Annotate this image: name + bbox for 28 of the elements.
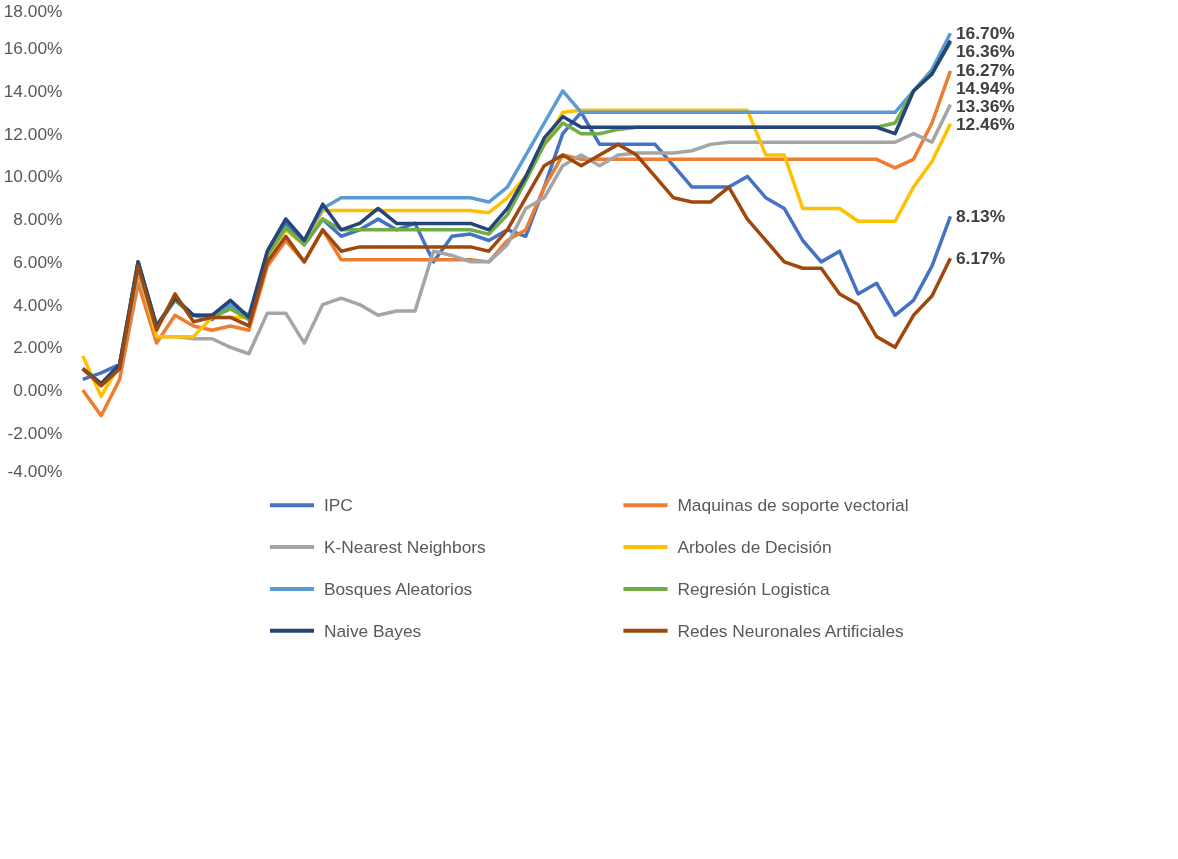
legend-label: Arboles de Decisión: [677, 537, 832, 558]
y-tick-label: 8.00%: [13, 209, 63, 230]
y-tick-label: 14.00%: [3, 80, 63, 101]
data-label: 16.36%: [955, 41, 1015, 62]
y-tick-label: -4.00%: [7, 460, 63, 481]
y-tick-label: 18.00%: [3, 0, 63, 21]
legend-label: Naive Bayes: [323, 620, 422, 641]
data-label: 14.94%: [955, 77, 1015, 98]
legend-label: Maquinas de soporte vectorial: [677, 495, 909, 516]
legend-label: Bosques Aleatorios: [323, 578, 473, 599]
y-tick-label: 6.00%: [13, 251, 63, 272]
data-label: 16.70%: [955, 23, 1015, 44]
legend-label: Regresión Logistica: [677, 578, 830, 599]
y-tick-label: 12.00%: [3, 123, 63, 144]
y-tick-label: 10.00%: [3, 166, 63, 187]
legend-label: Redes Neuronales Artificiales: [677, 620, 905, 641]
y-tick-label: 2.00%: [13, 337, 63, 358]
legend-label: K-Nearest Neighbors: [323, 537, 487, 558]
y-tick-label: 4.00%: [13, 294, 63, 315]
y-tick-label: 0.00%: [13, 380, 63, 401]
y-tick-label: 16.00%: [3, 38, 63, 59]
legend-label: IPC: [323, 495, 353, 516]
data-label: 6.17%: [955, 248, 1006, 269]
data-label: 16.27%: [955, 59, 1015, 80]
y-tick-label: -2.00%: [7, 422, 63, 443]
data-label: 12.46%: [955, 114, 1015, 135]
data-label: 8.13%: [955, 206, 1006, 227]
data-label: 13.36%: [955, 95, 1015, 116]
